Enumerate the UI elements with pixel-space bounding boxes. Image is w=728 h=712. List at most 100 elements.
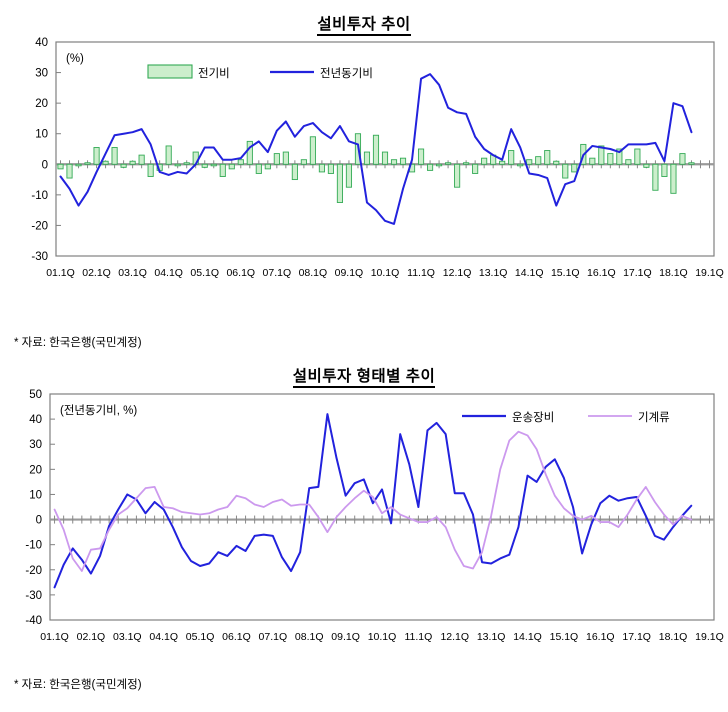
bar-datapoint <box>445 162 452 165</box>
bar-datapoint <box>327 163 334 174</box>
y-axis-tick-label: -30 <box>31 251 48 263</box>
bar-datapoint <box>454 163 461 188</box>
x-axis-tick-label: 18.1Q <box>659 267 688 279</box>
bar-datapoint <box>481 157 488 165</box>
bar-datapoint <box>688 162 695 165</box>
legend-label: 전년동기비 <box>320 67 373 80</box>
bar-datapoint <box>75 163 82 167</box>
bar-datapoint <box>616 148 623 165</box>
x-axis-tick-label: 06.1Q <box>226 267 255 279</box>
x-axis-tick-label: 03.1Q <box>118 267 147 279</box>
x-axis-tick-label: 01.1Q <box>46 267 75 279</box>
bar-datapoint <box>399 157 407 165</box>
bar-datapoint <box>102 160 109 165</box>
y-axis-tick-label: -40 <box>25 615 42 627</box>
x-axis-tick-label: 02.1Q <box>82 267 111 279</box>
bar-datapoint <box>138 154 145 165</box>
legend-label: 기계류 <box>638 411 670 424</box>
bar-datapoint <box>679 153 686 165</box>
x-axis-tick-label: 03.1Q <box>113 631 142 643</box>
y-axis-tick-label: 50 <box>29 389 42 401</box>
line-series-기계류 <box>53 430 693 572</box>
x-axis-tick-label: 05.1Q <box>190 267 219 279</box>
y-axis-tick-label: -30 <box>25 590 42 602</box>
bar-datapoint <box>237 159 244 165</box>
y-axis-tick-label: 10 <box>35 129 48 141</box>
bar-datapoint <box>363 151 371 165</box>
bar-datapoint <box>427 163 434 171</box>
legend-swatch-bar <box>147 64 193 79</box>
x-axis-tick-label: 14.1Q <box>515 267 544 279</box>
x-axis-tick-label: 08.1Q <box>299 267 328 279</box>
x-axis-tick-label: 17.1Q <box>622 631 651 643</box>
bar-datapoint <box>93 147 100 165</box>
bar-datapoint <box>390 159 398 165</box>
bar-datapoint <box>544 150 551 165</box>
x-axis-tick-label: 19.1Q <box>695 631 724 643</box>
bar-datapoint <box>111 147 118 165</box>
bar-datapoint <box>372 134 380 165</box>
bar-datapoint <box>174 163 181 167</box>
x-axis-tick-label: 11.1Q <box>407 267 435 279</box>
x-axis-tick-label: 17.1Q <box>623 267 652 279</box>
bar-datapoint <box>670 163 677 194</box>
y-axis-tick-label: -10 <box>31 190 48 202</box>
x-axis-tick-label: 16.1Q <box>586 631 615 643</box>
x-axis-tick-label: 02.1Q <box>77 631 106 643</box>
bar-datapoint <box>472 163 479 174</box>
line-series-운송장비 <box>53 413 693 589</box>
bar-datapoint <box>300 159 307 165</box>
chart-2-source-note: * 자료: 한국은행(국민계정) <box>14 679 142 691</box>
y-axis-tick-label: 40 <box>29 414 42 426</box>
y-axis-tick-label: 0 <box>42 159 48 171</box>
x-axis-tick-label: 12.1Q <box>440 631 469 643</box>
bar-datapoint <box>147 163 154 177</box>
bar-datapoint <box>463 162 470 165</box>
bar-datapoint <box>291 163 298 181</box>
x-axis-tick-label: 07.1Q <box>259 631 288 643</box>
chart-2-title-text: 설비투자 형태별 추이 <box>292 368 436 388</box>
bar-datapoint <box>499 160 506 165</box>
x-axis-tick-label: 07.1Q <box>263 267 292 279</box>
legend-label: 전기비 <box>198 67 230 80</box>
x-axis-tick-label: 09.1Q <box>331 631 360 643</box>
y-axis-tick-label: 30 <box>35 68 48 80</box>
bar-datapoint <box>661 163 668 177</box>
y-axis-tick-label: -20 <box>25 565 42 577</box>
legend-label: 운송장비 <box>512 411 554 424</box>
chart-2-svg: 50 40 30 20 10 0 -10 -20 -30 -40 (전년동기비, %) 01.1Q 02… <box>25 389 724 643</box>
bar-datapoint <box>129 160 136 165</box>
x-axis-tick-label: 06.1Q <box>222 631 251 643</box>
x-axis-tick-label: 09.1Q <box>335 267 364 279</box>
bar-datapoint <box>183 162 190 165</box>
bar-datapoint <box>165 145 172 165</box>
bar-datapoint <box>598 145 605 165</box>
bar-datapoint <box>318 163 325 173</box>
bar-datapoint <box>562 163 569 179</box>
bar-datapoint <box>634 148 641 165</box>
x-axis-tick-label: 18.1Q <box>659 631 688 643</box>
chart-1-title-text: 설비투자 추이 <box>317 16 411 36</box>
y-axis-tick-label: 20 <box>29 464 42 476</box>
bar-datapoint <box>246 140 253 165</box>
bar-datapoint <box>526 159 533 165</box>
y-axis-tick-label: 0 <box>36 515 42 527</box>
bar-datapoint <box>535 156 542 165</box>
x-axis-tick-label: 11.1Q <box>404 631 432 643</box>
chart-1-svg: 40 30 20 10 0 -10 -20 -30 (%) 01.1Q 02.1Q 03.1Q 04.1… <box>31 37 723 279</box>
y-axis-tick-label: -20 <box>31 220 48 232</box>
bar-datapoint <box>652 163 659 191</box>
bar-datapoint <box>381 151 389 165</box>
bar-datapoint <box>345 163 353 188</box>
chart-2-plot: 50 40 30 20 10 0 -10 -20 -30 -40 (전년동기비, %) 01.1Q 02… <box>0 386 728 676</box>
bar-datapoint <box>273 153 280 165</box>
bar-datapoint <box>417 148 425 165</box>
chart-1-source-note: * 자료: 한국은행(국민계정) <box>14 337 142 349</box>
chart-1-title: 설비투자 추이 <box>0 0 728 36</box>
x-axis-tick-label: 10.1Q <box>371 267 400 279</box>
bar-datapoint <box>84 162 91 165</box>
x-axis-tick-label: 04.1Q <box>154 267 183 279</box>
x-axis-tick-label: 15.1Q <box>550 631 579 643</box>
bar-datapoint <box>282 151 289 165</box>
x-axis-tick-label: 12.1Q <box>443 267 472 279</box>
